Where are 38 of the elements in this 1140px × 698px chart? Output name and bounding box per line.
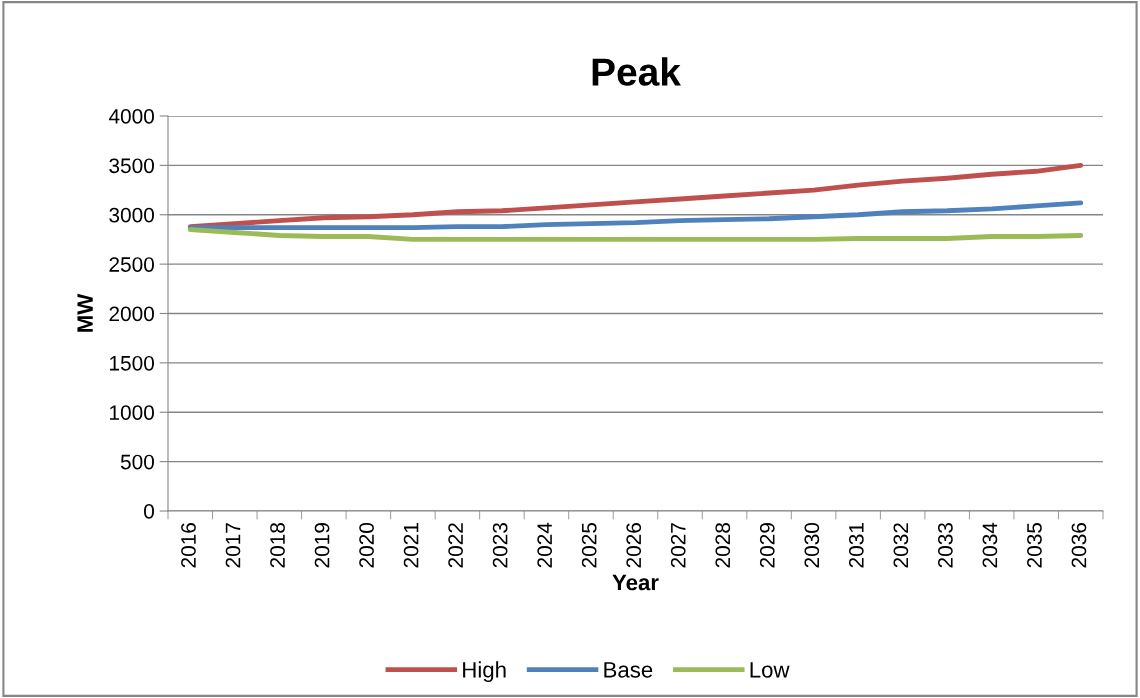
x-tick-label: 2017 bbox=[225, 523, 241, 568]
x-tick-label: 2032 bbox=[893, 523, 909, 568]
y-tick-label: 500 bbox=[120, 454, 154, 470]
x-tick-label: 2036 bbox=[1071, 523, 1087, 568]
x-tick-label: 2022 bbox=[448, 523, 463, 568]
x-tick-label: 2025 bbox=[581, 522, 597, 568]
y-tick-label: 1000 bbox=[110, 405, 154, 420]
line-series bbox=[187, 200, 1084, 231]
y-tick-label: 3500 bbox=[109, 158, 154, 174]
x-tick-label: 2033 bbox=[938, 523, 953, 568]
legend-label: High bbox=[463, 661, 506, 683]
x-tick-label: 2020 bbox=[359, 522, 374, 568]
x-tick-label: 2034 bbox=[982, 522, 998, 568]
x-tick-label: 2024 bbox=[537, 522, 553, 568]
x-axis-title: Year bbox=[612, 574, 659, 591]
legend-label: Low bbox=[750, 662, 790, 678]
x-tick-label: 2029 bbox=[759, 523, 775, 568]
chart-title: Peak bbox=[592, 57, 681, 86]
y-tick-label: 0 bbox=[144, 504, 154, 519]
y-tick-label: 2500 bbox=[109, 257, 154, 272]
y-tick-label: 2000 bbox=[109, 306, 154, 322]
y-tick-label: 3000 bbox=[109, 207, 154, 223]
x-tick-label: 2028 bbox=[715, 523, 731, 568]
x-tick-label: 2019 bbox=[314, 523, 330, 568]
x-tick-label: 2021 bbox=[403, 523, 419, 568]
x-tick-label: 2035 bbox=[1027, 522, 1042, 568]
x-tick-label: 2016 bbox=[181, 523, 196, 568]
x-tick-label: 2031 bbox=[848, 523, 864, 568]
y-axis-title: MW bbox=[77, 293, 93, 332]
x-tick-label: 2027 bbox=[670, 523, 686, 568]
legend-label: Base bbox=[604, 662, 653, 678]
line-series bbox=[187, 227, 1084, 242]
x-tick-label: 2030 bbox=[804, 522, 820, 568]
y-tick-label: 4000 bbox=[108, 109, 154, 124]
x-tick-label: 2023 bbox=[492, 523, 508, 568]
y-tick-label: 1500 bbox=[110, 355, 154, 371]
x-tick-label: 2018 bbox=[270, 523, 285, 568]
x-tick-label: 2026 bbox=[626, 523, 642, 568]
